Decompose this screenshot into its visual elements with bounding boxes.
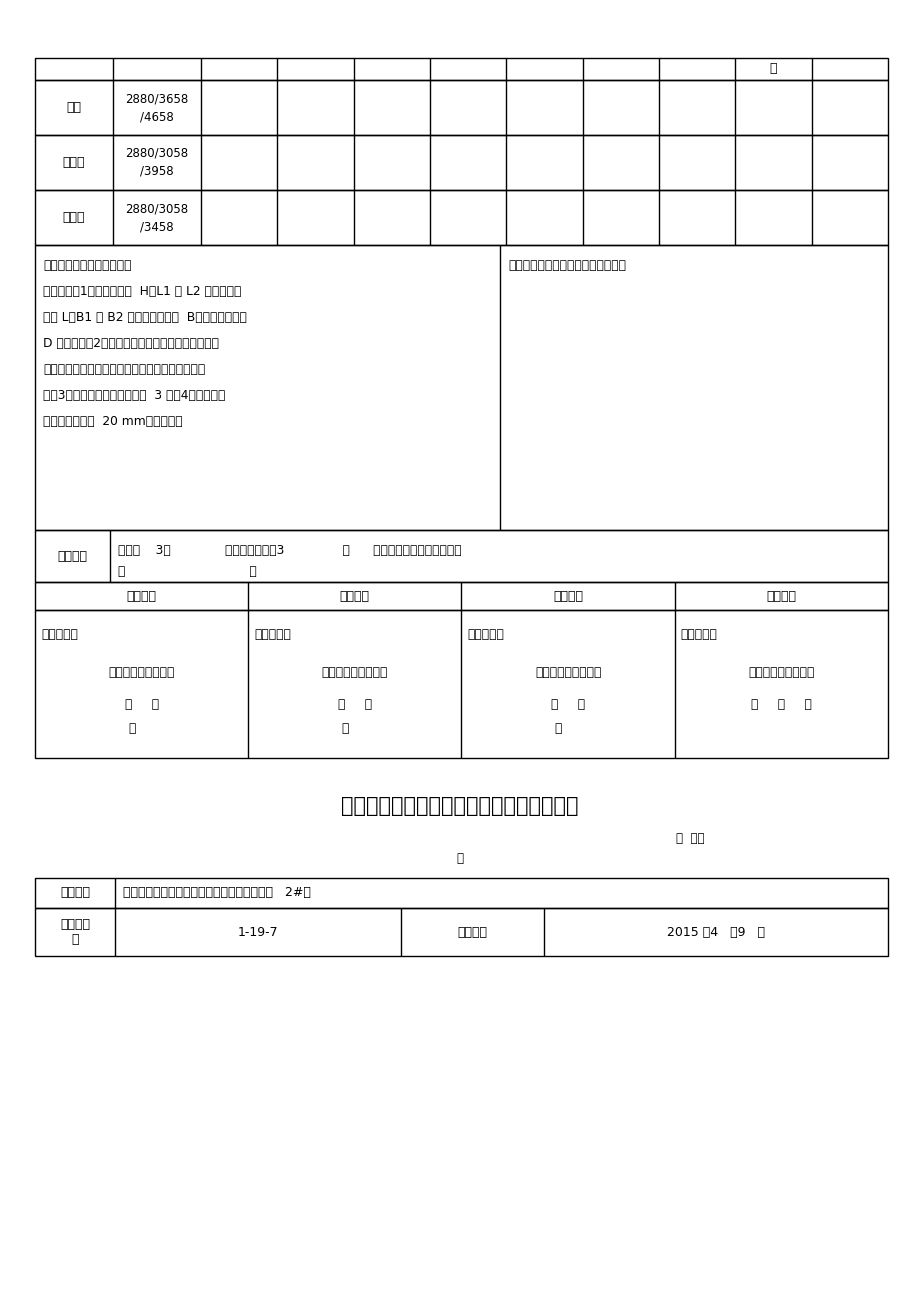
Text: 日: 日	[341, 722, 348, 735]
Text: 次卧室: 次卧室	[62, 211, 85, 224]
Bar	[35, 245, 887, 530]
Text: 日: 日	[128, 722, 135, 735]
Text: /4658: /4658	[140, 109, 174, 122]
Text: 年     月     日: 年 月 日	[750, 698, 811, 711]
Text: 年     月: 年 月	[550, 698, 584, 711]
Bar	[35, 908, 887, 956]
Text: 室内空间尺寸测量示意图：: 室内空间尺寸测量示意图：	[43, 259, 131, 272]
Text: 房（户）
号: 房（户） 号	[60, 919, 90, 946]
Text: /3458: /3458	[140, 220, 174, 233]
Text: 尺寸 L、B1 和 B2 方向进深净尺寸  B、对角线净尺寸: 尺寸 L、B1 和 B2 方向进深净尺寸 B、对角线净尺寸	[43, 311, 246, 324]
Text: （分户验收专用章）: （分户验收专用章）	[534, 666, 601, 679]
Text: （分户验收专用章）: （分户验收专用章）	[108, 666, 175, 679]
Text: 值或极差值大于  20 mm为不合格。: 值或极差值大于 20 mm为不合格。	[43, 414, 183, 427]
Bar	[35, 530, 887, 582]
Text: 施工单位: 施工单位	[552, 589, 583, 602]
Text: 填表说明：1、基准值净高  H、L1 和 L2 方向开间净: 填表说明：1、基准值净高 H、L1 和 L2 方向开间净	[43, 285, 241, 298]
Text: （分户验收专用章）: （分户验收专用章）	[747, 666, 813, 679]
Text: 2015 年4   月9   日: 2015 年4 月9 日	[666, 925, 765, 938]
Bar	[35, 190, 887, 245]
Text: 监理单位: 监理单位	[339, 589, 369, 602]
Bar	[35, 136, 887, 190]
Text: 物业单位: 物业单位	[766, 589, 796, 602]
Bar	[35, 582, 887, 610]
Text: 年     月: 年 月	[337, 698, 371, 711]
Text: 验收结论: 验收结论	[57, 550, 87, 563]
Text: 年     月: 年 月	[124, 698, 158, 711]
Text: 验收人员：: 验收人员：	[467, 628, 504, 641]
Text: 验收人员：: 验收人员：	[680, 628, 717, 641]
Text: 套型示意图贴图区，标准房间编号：: 套型示意图贴图区，标准房间编号：	[507, 259, 625, 272]
Text: （分户验收专用章）: （分户验收专用章）	[322, 666, 388, 679]
Bar	[35, 610, 887, 758]
Text: 总  页第: 总 页第	[675, 831, 703, 844]
Text: 住宅工程室内空间尺寸质量分户验收记录表: 住宅工程室内空间尺寸质量分户验收记录表	[341, 796, 578, 816]
Text: 2880/3058: 2880/3058	[125, 202, 188, 215]
Text: 2880/3058: 2880/3058	[125, 147, 188, 160]
Text: 工程名称: 工程名称	[60, 886, 90, 899]
Text: 1-19-7: 1-19-7	[237, 925, 278, 938]
Text: /3958: /3958	[140, 165, 174, 179]
Text: 页: 页	[456, 851, 463, 864]
Text: 值。3、每套抽查房间数不少于  3 间。4、实测偏差: 值。3、每套抽查房间数不少于 3 间。4、实测偏差	[43, 390, 225, 403]
Text: 实测（    3间              ）房间，合格（3               间      ）房间，需整改处理房间：: 实测（ 3间 ）房间，合格（3 间 ）房间，需整改处理房间：	[118, 543, 461, 556]
Bar	[35, 59, 887, 79]
Text: 日: 日	[554, 722, 562, 735]
Text: 值，极差为实测偏差值中最大与最小值之差的绝对: 值，极差为实测偏差值中最大与最小值之差的绝对	[43, 364, 205, 377]
Text: 差: 差	[769, 63, 777, 76]
Text: 孟关生态特色功能区农民新村安置点一期工程   2#楼: 孟关生态特色功能区农民新村安置点一期工程 2#楼	[123, 886, 311, 899]
Text: 验收人员：: 验收人员：	[254, 628, 290, 641]
Text: 建设单位: 建设单位	[127, 589, 156, 602]
Text: 客厅: 客厅	[66, 102, 82, 113]
Text: D 的设计值。2、实测值与基准值之差即为实测偏差: D 的设计值。2、实测值与基准值之差即为实测偏差	[43, 337, 219, 351]
Text: （                                ）: （ ）	[118, 566, 256, 579]
Text: 验收人员：: 验收人员：	[41, 628, 78, 641]
Text: 检查日期: 检查日期	[457, 925, 487, 938]
Text: 主卧室: 主卧室	[62, 156, 85, 169]
Bar	[35, 878, 887, 908]
Bar	[35, 79, 887, 136]
Text: 2880/3658: 2880/3658	[125, 93, 188, 106]
